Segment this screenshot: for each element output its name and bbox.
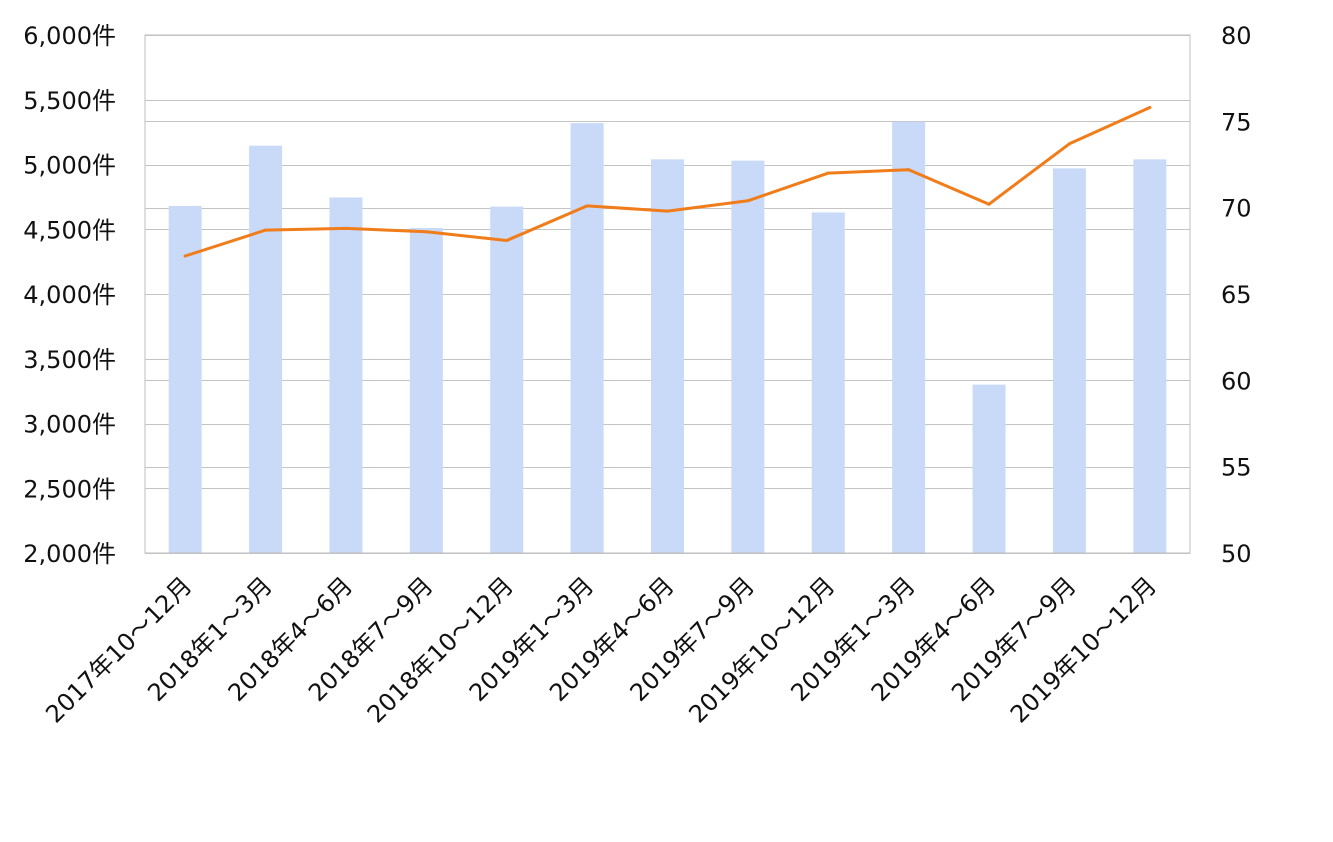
line-point: [344, 226, 348, 230]
left-axis-tick-label: 3,500件: [23, 346, 116, 374]
line-point: [183, 254, 187, 258]
line-point: [1148, 106, 1152, 110]
line-point: [505, 238, 509, 242]
left-axis-tick-label: 4,500件: [23, 216, 116, 244]
bar: [490, 206, 524, 553]
bar: [972, 384, 1006, 553]
left-axis-tick-label: 2,500件: [23, 475, 116, 503]
right-axis-tick-label: 75: [1221, 108, 1252, 136]
line-point: [907, 168, 911, 172]
left-axis-tick-label: 5,500件: [23, 87, 116, 115]
line-point: [666, 209, 669, 213]
right-axis-tick-label: 65: [1221, 281, 1252, 309]
bar: [1052, 168, 1086, 553]
plot-area-frame: [144, 34, 1191, 554]
line-series: [183, 106, 1152, 258]
right-axis-tick-label: 60: [1221, 367, 1252, 395]
bar: [168, 205, 202, 553]
line-point: [585, 204, 589, 208]
left-axis-tick-label: 5,000件: [23, 152, 116, 180]
bar: [731, 160, 765, 554]
left-axis-tick-label: 4,000件: [23, 281, 116, 309]
bar: [892, 121, 926, 553]
bar: [409, 227, 443, 553]
x-axis-tick-labels: 2017年10～12月2018年1～3月2018年4～6月2018年7～9月20…: [40, 571, 1162, 728]
line-point: [826, 171, 830, 175]
bar: [1133, 159, 1167, 553]
bar: [329, 197, 363, 553]
right-axis-tick-labels: 50 55 60 65 70 75 80: [1221, 22, 1252, 568]
left-axis-tick-labels: 2,000件 2,500件 3,000件 3,500件 4,000件 4,500件 5,00…: [23, 22, 116, 568]
line-point: [746, 199, 750, 203]
left-axis-tick-label: 2,000件: [23, 540, 116, 568]
left-axis-tick-label: 3,000件: [23, 411, 116, 439]
x-axis-tick-label: 2018年10～12月: [362, 571, 519, 728]
line-point: [424, 230, 428, 234]
x-axis-tick-label: 2019年10～12月: [1005, 571, 1162, 728]
right-axis-tick-label: 80: [1221, 22, 1252, 50]
bar: [249, 145, 283, 553]
bar: [651, 159, 684, 553]
line-point: [987, 202, 991, 206]
right-axis-tick-label: 55: [1221, 454, 1252, 482]
x-axis-tick-label: 2017年10～12月: [40, 571, 197, 728]
line-point: [1067, 142, 1071, 146]
bar: [811, 212, 845, 554]
right-axis-tick-label: 50: [1221, 540, 1252, 568]
line-point: [264, 228, 268, 232]
bar-series: [168, 121, 1167, 554]
right-axis-tick-label: 70: [1221, 195, 1252, 223]
x-axis-tick-label: 2019年10～12月: [683, 571, 840, 728]
bar: [570, 123, 604, 553]
left-axis-tick-label: 6,000件: [23, 22, 116, 50]
